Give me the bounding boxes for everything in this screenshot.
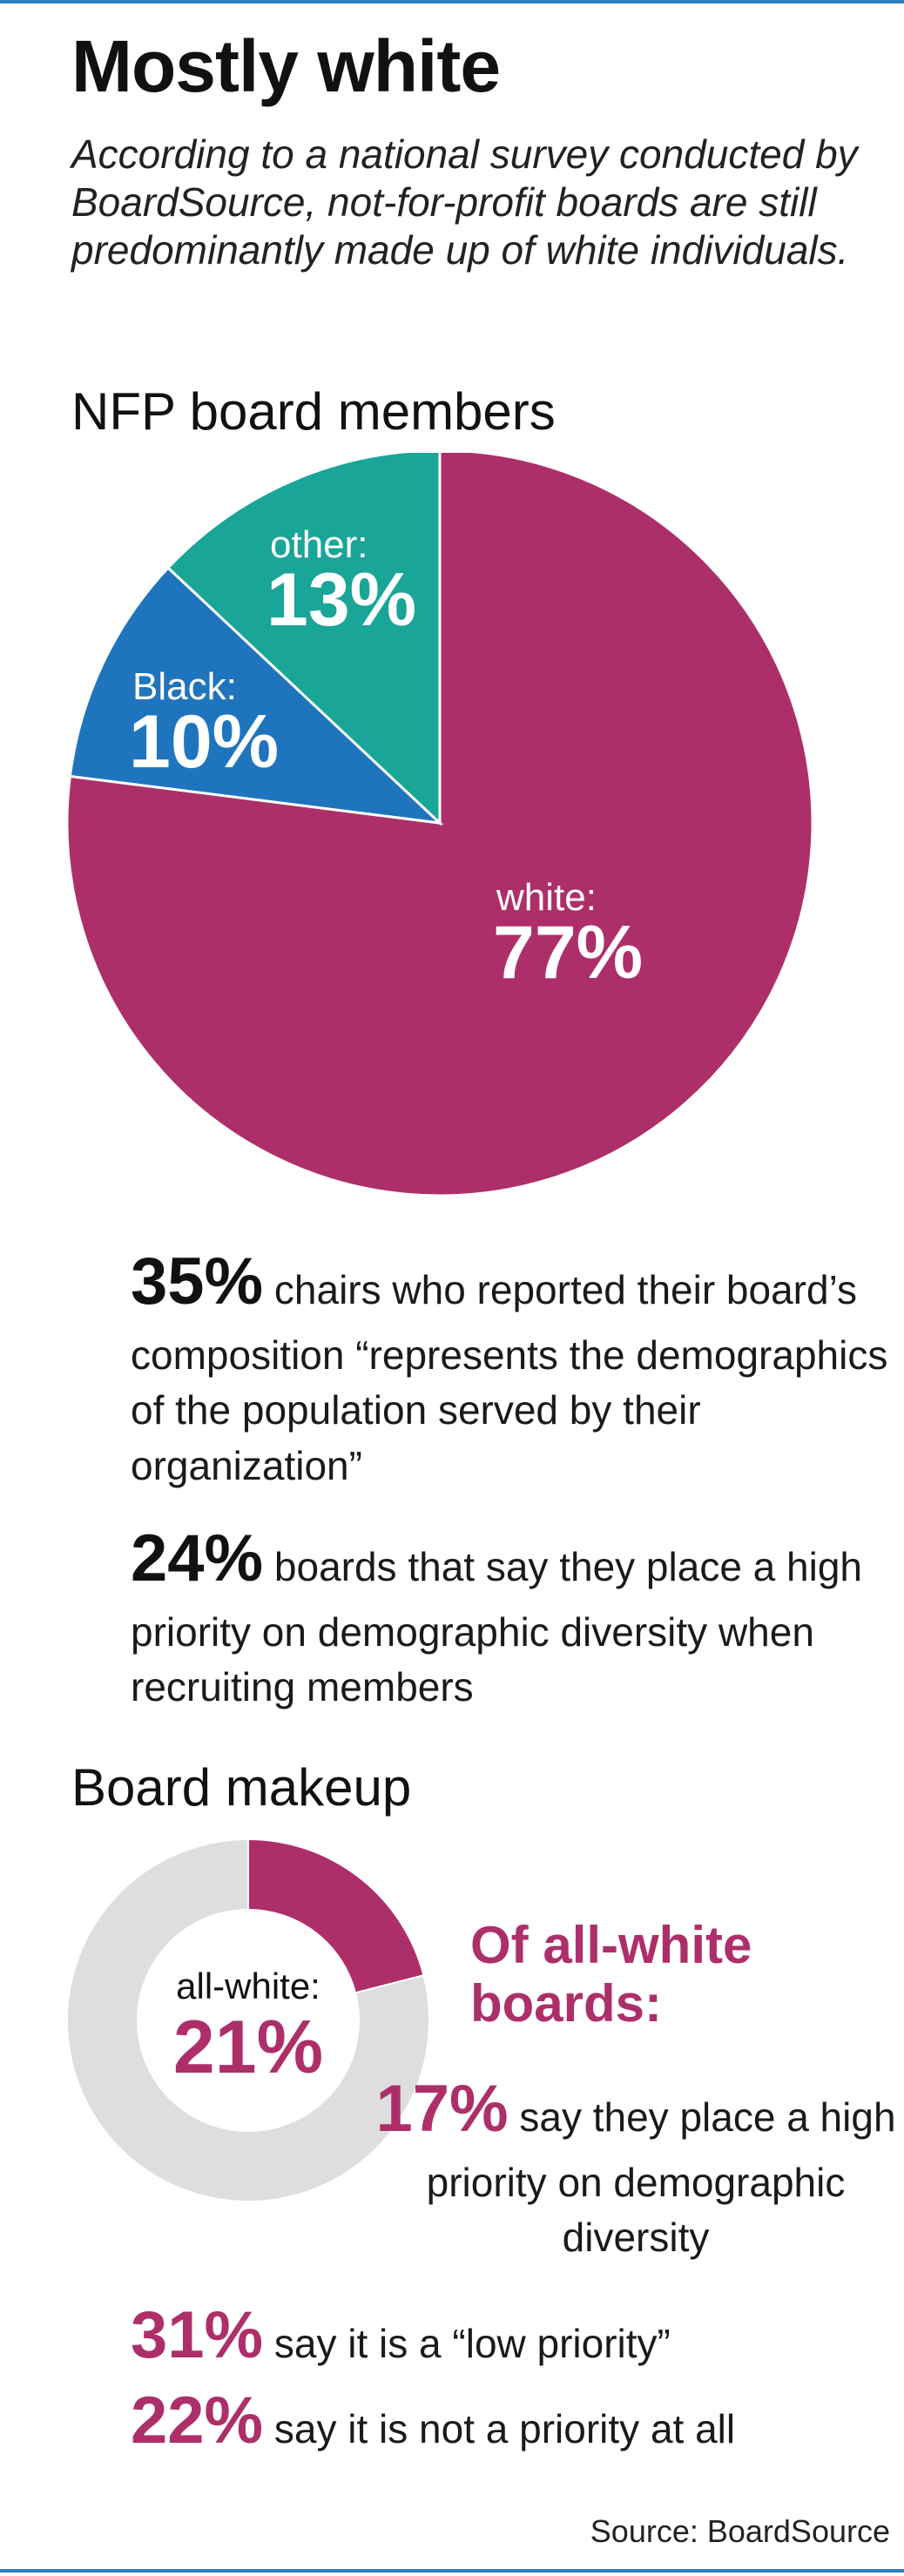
pie-value-other: 13% [266, 558, 416, 642]
pie-label-other: other: [270, 523, 368, 566]
page-subtitle: According to a national survey conducted… [71, 131, 858, 273]
all-white-stat-low-priority-value: 31% [131, 2298, 264, 2372]
stat-chairs: 35% chairs who reported their board’s co… [131, 1237, 897, 1494]
stat-priority-value: 24% [131, 1521, 264, 1595]
pie-value-black: 10% [129, 700, 279, 784]
donut-slice-all-white [247, 1838, 425, 1994]
donut-slice-rest [66, 1838, 430, 2202]
donut-chart-title: Board makeup [71, 1758, 412, 1817]
source-note: Source: BoardSource [590, 2513, 890, 2549]
pie-chart-title: NFP board members [71, 382, 556, 441]
board-members-pie-chart: white:77% Black:10% other:13% [65, 453, 814, 1197]
pie-slice-other [165, 453, 442, 826]
bottom-rule [0, 2569, 904, 2573]
stat-chairs-text: chairs who reported their board’s compos… [131, 1267, 888, 1488]
all-white-stat-low-priority: 31% say it is a “low priority” [131, 2290, 897, 2382]
stat-chairs-value: 35% [131, 1244, 264, 1318]
stat-priority-text: boards that say they place a high priori… [131, 1544, 863, 1710]
pie-value-white: 77% [493, 911, 643, 995]
page-title: Mostly white [71, 25, 501, 107]
all-white-stat-high-priority-value: 17% [375, 2072, 509, 2146]
pie-label-white: white: [496, 876, 597, 919]
all-white-stat-no-priority: 22% say it is not a priority at all [131, 2376, 897, 2467]
stat-priority: 24% boards that say they place a high pr… [131, 1514, 897, 1716]
all-white-stat-high-priority-text: say they place a high priority on demogr… [426, 2094, 896, 2261]
donut-center-label: all-white: [176, 1966, 320, 2006]
all-white-stat-no-priority-text: say it is not a priority at all [263, 2406, 736, 2451]
top-rule [0, 0, 904, 3]
all-white-stat-high-priority: 17% say they place a high priority on de… [374, 2064, 897, 2266]
donut-center-value: 21% [173, 2006, 323, 2089]
board-makeup-donut-chart: all-white:21% [66, 1838, 430, 2202]
all-white-heading: Of all-white boards: [470, 1916, 752, 2033]
pie-slice-black [68, 565, 444, 826]
all-white-stat-no-priority-value: 22% [131, 2384, 264, 2458]
all-white-stat-low-priority-text: say it is a “low priority” [263, 2321, 671, 2366]
pie-label-black: Black: [132, 665, 237, 708]
